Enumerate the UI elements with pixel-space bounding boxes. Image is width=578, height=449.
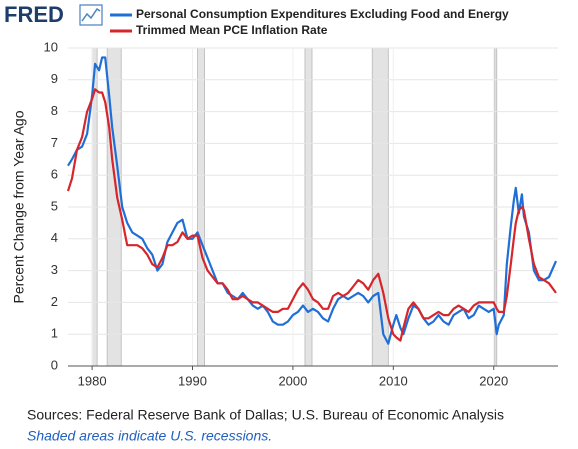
legend-label: Trimmed Mean PCE Inflation Rate: [136, 23, 328, 37]
y-tick-label: 7: [51, 135, 58, 150]
y-tick-label: 3: [51, 262, 58, 277]
source: Sources: Federal Reserve Bank of Dallas;…: [27, 407, 504, 423]
legend-label: Personal Consumption Expenditures Exclud…: [136, 7, 509, 21]
logo: FRED: [4, 2, 64, 27]
y-tick-label: 2: [51, 294, 58, 309]
y-tick-label: 6: [51, 167, 58, 182]
y-tick-label: 0: [51, 357, 58, 372]
y-tick-label: 4: [51, 230, 58, 245]
logo-icon: [79, 4, 103, 26]
note: Shaded areas indicate U.S. recessions.: [27, 428, 272, 444]
series-line: [67, 56, 558, 345]
plot: 0 1 2 3 4 5 6 7 8 9 10 1980 1990 2000 2010 2020: [44, 39, 558, 388]
y-tick-label: 1: [51, 326, 58, 341]
x-tick-label: 2000: [278, 373, 307, 388]
x-tick-label: 2010: [379, 373, 408, 388]
y-tick-label: 10: [44, 39, 58, 54]
y-tick-label: 9: [51, 71, 58, 86]
y-axis-label: Percent Change from Year Ago: [11, 110, 27, 303]
y-tick-label: 8: [51, 103, 58, 118]
x-tick-label: 1990: [178, 373, 207, 388]
y-tick-label: 5: [51, 198, 58, 213]
x-tick-label: 2020: [479, 373, 508, 388]
x-tick-label: 1980: [78, 373, 107, 388]
series-line: [66, 88, 557, 342]
